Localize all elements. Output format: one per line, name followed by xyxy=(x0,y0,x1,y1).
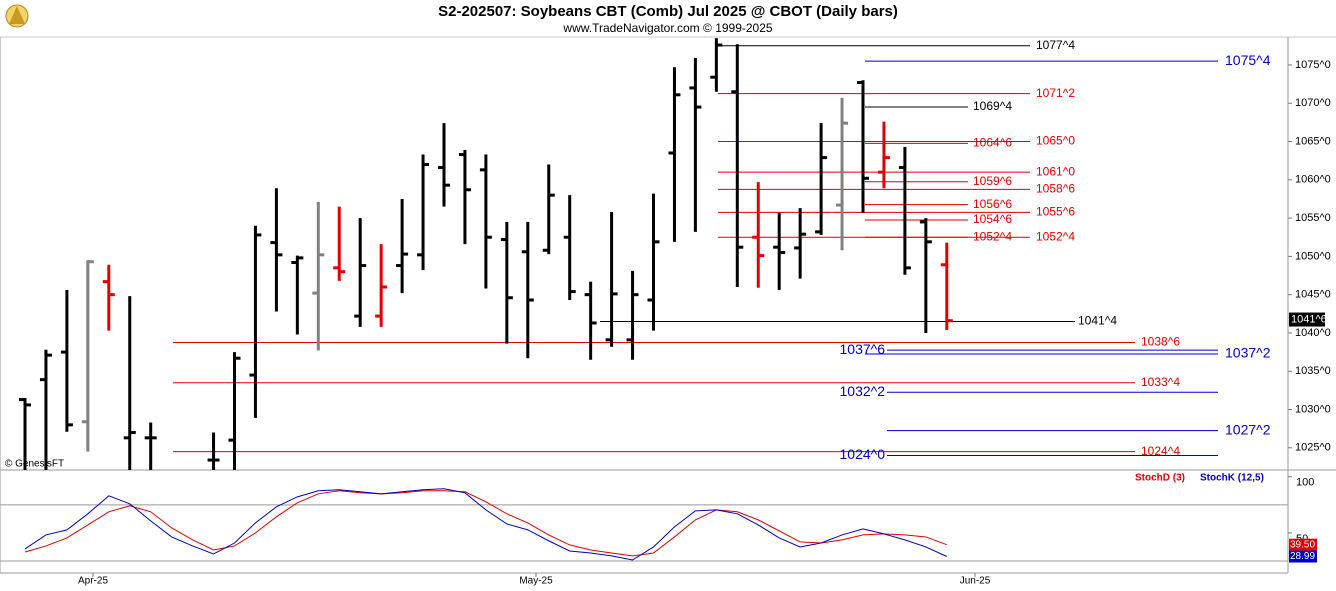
level-label: 1038^6 xyxy=(1141,335,1180,349)
chart-subtitle: www.TradeNavigator.com © 1999-2025 xyxy=(562,21,772,35)
stoch-line xyxy=(24,490,947,557)
level-label: 1024^4 xyxy=(1141,444,1180,458)
price-panel xyxy=(19,38,1218,470)
level-label: 1075^4 xyxy=(1225,52,1271,68)
legend-entry: StochK (12,5) xyxy=(1200,473,1264,484)
y-tick-label: 1065^0 xyxy=(1295,135,1331,147)
level-label: 1054^6 xyxy=(973,212,1012,226)
level-label: 1052^4 xyxy=(973,229,1012,243)
level-label: 1027^2 xyxy=(1225,421,1271,437)
chart-title: S2-202507: Soybeans CBT (Comb) Jul 2025 … xyxy=(438,3,898,20)
level-label: 1033^4 xyxy=(1141,375,1180,389)
last-value-box xyxy=(1289,550,1317,563)
level-label: 1032^2 xyxy=(840,383,886,399)
y-tick-label: 1045^0 xyxy=(1295,289,1331,301)
level-label: 1037^6 xyxy=(840,341,886,357)
y-tick-label: 1075^0 xyxy=(1295,59,1331,71)
y-tick-label: 1025^0 xyxy=(1295,442,1331,454)
watermark: © GenesisFT xyxy=(5,459,64,470)
y-tick-label: 1030^0 xyxy=(1295,403,1331,415)
level-label: 1037^2 xyxy=(1225,345,1271,361)
last-price-label: 1041^6 xyxy=(1291,313,1327,325)
x-tick-label: May-25 xyxy=(519,576,553,587)
last-value-label: 39.50 xyxy=(1290,539,1315,550)
level-label: 1052^4 xyxy=(1036,229,1075,243)
level-label: 1065^0 xyxy=(1036,134,1075,148)
level-label: 1069^4 xyxy=(973,99,1012,113)
legend-entry: StochD (3) xyxy=(1135,473,1185,484)
x-tick-label: Jun-25 xyxy=(960,576,991,587)
level-label: 1071^2 xyxy=(1036,86,1075,100)
level-label: 1056^6 xyxy=(973,197,1012,211)
level-label: 1055^6 xyxy=(1036,205,1075,219)
last-price-box xyxy=(1289,312,1325,327)
y-tick-label: 1050^0 xyxy=(1295,250,1331,262)
level-label: 1059^6 xyxy=(973,174,1012,188)
level-label: 1064^6 xyxy=(973,136,1012,150)
y-tick-label: 1035^0 xyxy=(1295,365,1331,377)
logo xyxy=(5,4,29,28)
y-tick-label: 1040^0 xyxy=(1295,327,1331,339)
level-label: 1024^0 xyxy=(840,446,886,462)
last-value-box xyxy=(1289,538,1317,551)
x-tick-label: Apr-25 xyxy=(78,576,108,587)
last-value-label: 28.99 xyxy=(1290,551,1315,562)
y-tick-label: 1055^0 xyxy=(1295,212,1331,224)
y-tick-label: 1060^0 xyxy=(1295,174,1331,186)
level-label: 1077^4 xyxy=(1036,38,1075,52)
level-label: 1058^6 xyxy=(1036,182,1075,196)
stoch-line xyxy=(24,488,948,561)
level-label: 1041^4 xyxy=(1078,314,1117,328)
y-tick-label: 100 xyxy=(1296,477,1314,489)
level-label: 1061^0 xyxy=(1036,164,1075,178)
y-tick-label: 1070^0 xyxy=(1295,97,1331,109)
